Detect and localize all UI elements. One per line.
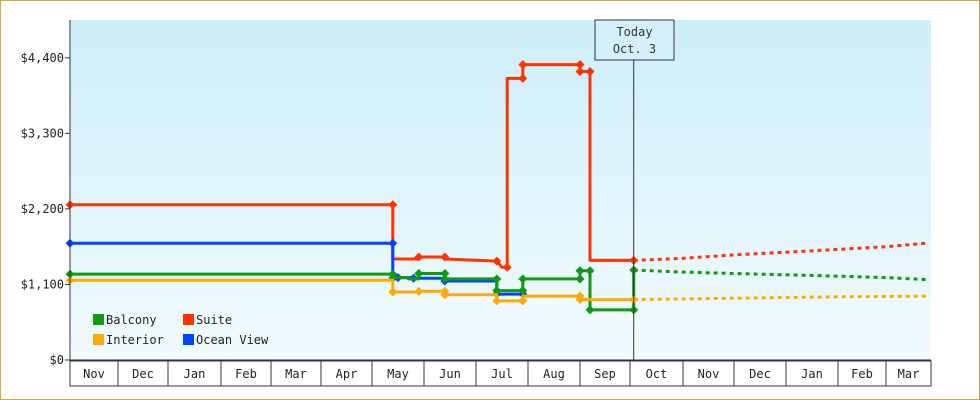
legend-label-interior: Interior bbox=[106, 333, 164, 347]
month-label: May bbox=[387, 367, 409, 381]
y-tick-label: $2,200 bbox=[21, 202, 64, 216]
y-tick-label: $4,400 bbox=[21, 51, 64, 65]
series-point-balcony bbox=[518, 286, 528, 296]
month-label: Feb bbox=[235, 367, 257, 381]
month-label: Jul bbox=[491, 367, 513, 381]
series-point-suite bbox=[502, 262, 512, 272]
series-point-suite bbox=[440, 252, 450, 262]
y-tick-label: $1,100 bbox=[21, 277, 64, 291]
y-tick-label: $3,300 bbox=[21, 126, 64, 140]
series-point-suite bbox=[518, 60, 528, 70]
series-point-suite bbox=[575, 67, 585, 77]
series-point-interior bbox=[492, 296, 502, 306]
series-point-balcony bbox=[585, 305, 595, 315]
legend-swatch-interior bbox=[93, 334, 104, 345]
today-box bbox=[594, 19, 675, 61]
month-label: Feb bbox=[851, 367, 873, 381]
series-point-balcony bbox=[575, 266, 585, 276]
series-point-suite bbox=[585, 67, 595, 77]
month-label: Oct bbox=[646, 367, 668, 381]
series-forecast-balcony bbox=[633, 268, 927, 282]
month-label: Mar bbox=[898, 367, 920, 381]
month-label: Jan bbox=[184, 367, 206, 381]
today-marker: Today Oct. 3 bbox=[594, 19, 675, 360]
legend-label-suite: Suite bbox=[196, 313, 232, 327]
legend-swatch-balcony bbox=[93, 314, 104, 325]
series-point-balcony bbox=[585, 266, 595, 276]
series-point-interior bbox=[414, 286, 424, 296]
series-point-balcony bbox=[575, 274, 585, 284]
month-label: Dec bbox=[132, 367, 154, 381]
month-label: Jun bbox=[439, 367, 461, 381]
today-label-line2: Oct. 3 bbox=[613, 42, 656, 56]
month-label: Nov bbox=[83, 367, 105, 381]
series-point-interior bbox=[388, 287, 398, 297]
series-line-balcony bbox=[70, 269, 636, 312]
legend: Balcony Suite Interior Ocean View bbox=[93, 313, 269, 347]
series-point-suite bbox=[575, 60, 585, 70]
month-label: Aug bbox=[543, 367, 565, 381]
series-point-ocean-view bbox=[388, 238, 398, 248]
series-point-interior bbox=[518, 296, 528, 306]
legend-label-ocean-view: Ocean View bbox=[196, 333, 269, 347]
month-label: Apr bbox=[336, 367, 358, 381]
month-label: Nov bbox=[698, 367, 720, 381]
legend-label-balcony: Balcony bbox=[106, 313, 157, 327]
series-forecast-interior bbox=[633, 294, 927, 302]
series-point-interior bbox=[575, 295, 585, 305]
series-point-balcony bbox=[440, 274, 450, 284]
month-label: Sep bbox=[594, 367, 616, 381]
series-point-balcony bbox=[414, 268, 424, 278]
series-point-balcony bbox=[518, 274, 528, 284]
month-label: Jan bbox=[801, 367, 823, 381]
series-forecast-suite bbox=[633, 241, 927, 262]
series-point-suite bbox=[518, 73, 528, 83]
series-point-suite bbox=[414, 252, 424, 262]
legend-swatch-suite bbox=[183, 314, 194, 325]
series-point-suite bbox=[388, 200, 398, 210]
plot-background bbox=[70, 20, 931, 360]
series-point-balcony bbox=[440, 268, 450, 278]
month-axis-box bbox=[69, 360, 932, 387]
legend-swatch-ocean-view bbox=[183, 334, 194, 345]
series-point-balcony bbox=[492, 274, 502, 284]
y-tick-label: $0 bbox=[50, 353, 64, 367]
series-point-interior bbox=[440, 290, 450, 300]
month-label: Mar bbox=[285, 367, 307, 381]
axes-layer: $0 $1,100 $2,200 $3,300 $4,400 Nov Dec Jan Feb Ma… bbox=[21, 20, 932, 387]
series-point-balcony bbox=[492, 286, 502, 296]
month-label: Dec bbox=[749, 367, 771, 381]
series-layer bbox=[65, 60, 927, 315]
today-label-line1: Today bbox=[616, 25, 652, 39]
series-point-suite bbox=[492, 256, 502, 266]
